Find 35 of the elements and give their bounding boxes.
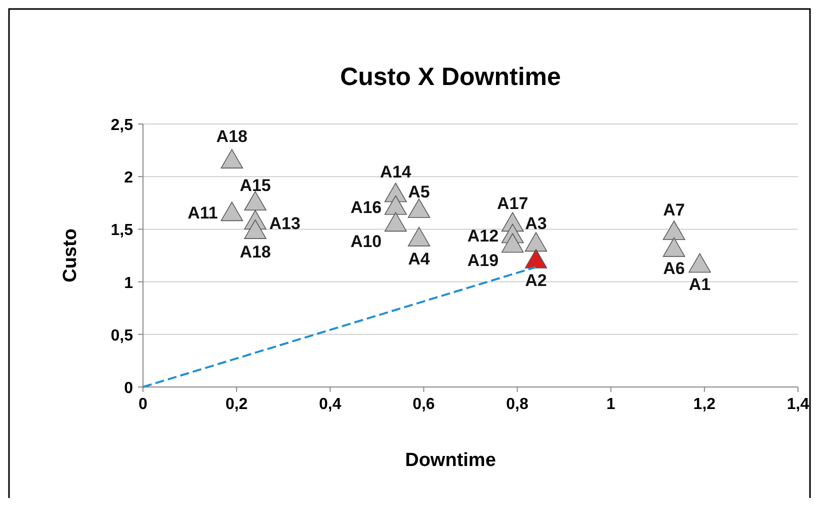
series-label: A2 [525,270,547,290]
y-tick-label: 0 [124,380,134,397]
x-tick-label: 1,2 [693,396,716,413]
series-label: A7 [663,200,685,220]
series-label: A14 [380,162,412,182]
series-label: A4 [408,250,430,269]
x-tick-label: 0,2 [225,396,248,413]
chart-title: Custo X Downtime [340,63,562,91]
x-tick-label: 0 [138,396,148,413]
series-label: A19 [467,251,499,270]
series-label: A12 [467,226,499,246]
series-label: A5 [408,182,430,202]
y-tick-label: 2 [124,170,134,187]
y-tick-label: 0,5 [110,327,134,344]
series-label: A18 [216,126,248,146]
series-label: A13 [269,214,300,233]
series-label: A18 [240,242,271,262]
y-tick-label: 1 [124,274,134,292]
series-label: A11 [188,203,218,222]
y-tick-label: 2,5 [110,117,134,134]
x-tick-label: 0,4 [319,396,342,413]
series-label: A10 [350,232,382,251]
x-tick-label: 0,8 [506,396,529,413]
series-label: A3 [525,214,547,233]
series-label: A1 [688,275,711,294]
y-axis-title: Custo [60,228,81,282]
series-label: A15 [240,176,271,195]
series-label: A17 [497,194,528,213]
x-tick-label: 0,6 [412,396,435,413]
x-tick-label: 1 [606,396,616,413]
series-label: A16 [350,198,382,218]
y-tick-label: 1,5 [110,222,134,240]
x-axis-title: Downtime [405,450,496,471]
x-tick-label: 1,4 [786,396,810,413]
series-label: A6 [663,259,685,278]
